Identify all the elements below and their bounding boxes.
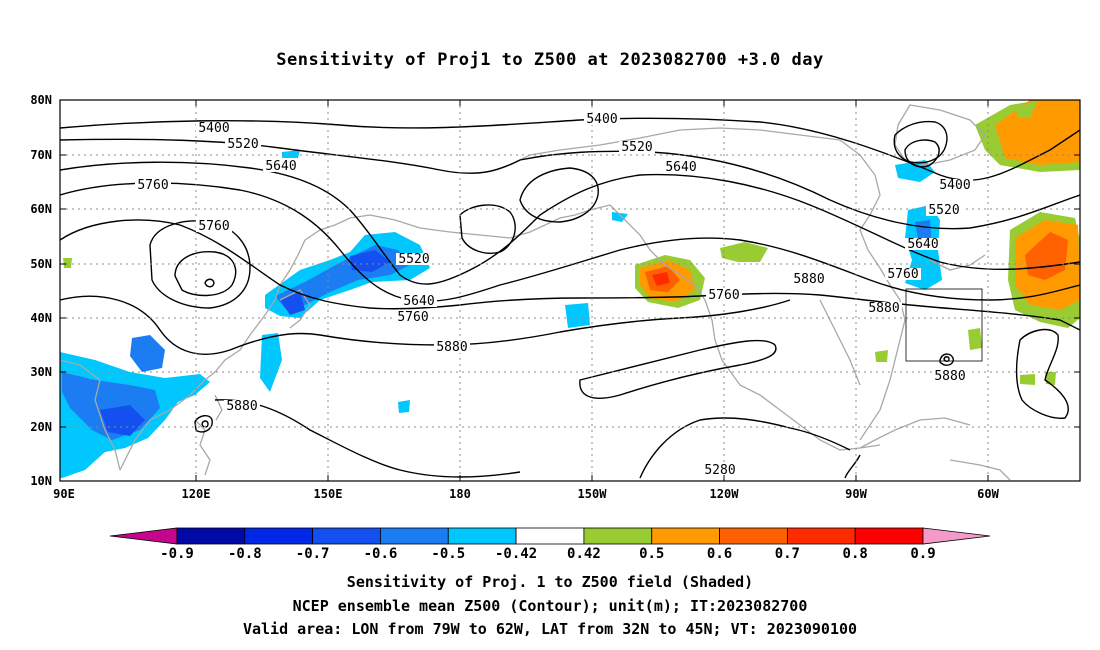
lat-tick-label: 70N [30,148,52,162]
contour-labels: 5400552056405760576054005520564055205640… [135,112,973,478]
lat-tick-label: 80N [30,93,52,107]
contour-label-bg [396,253,432,265]
lat-tick-label: 20N [30,420,52,434]
contour-label-bg [584,113,620,125]
colorbar-swatch [380,527,449,545]
contour-label: 5400 [939,178,970,193]
colorbar-swatch [651,527,720,545]
caption-line-1: Sensitivity of Proj. 1 to Z500 field (Sh… [346,573,754,591]
contour-label: 5760 [397,310,428,325]
contour-label: 5880 [226,399,257,414]
contour-label-bg [663,161,699,173]
coastlines [60,104,1011,481]
caption-line-3: Valid area: LON from 79W to 62W, LAT fro… [242,620,858,638]
contour-label-bg [224,400,260,412]
contour-label: 5280 [704,463,735,478]
contour-label-bg [619,141,655,153]
lat-tick-label: 30N [30,365,52,379]
contour-label-bg [905,238,941,250]
colorbar-label: 0.42 [567,546,601,562]
colorbar-label: -0.42 [495,546,537,562]
lon-tick-label: 90E [53,487,75,501]
colorbar-swatch [176,527,246,545]
colorbar-label: 0.9 [910,546,935,562]
valid-area-box [905,288,983,362]
colorbar-swatch [786,527,856,545]
contour-label: 5880 [793,272,824,287]
lon-tick-label: 120E [182,487,211,501]
contour-label-bg [196,220,232,232]
colorbar-label: 0.8 [843,546,868,562]
contour-label-bg [706,289,742,301]
contour-label: 5520 [928,203,959,218]
lon-tick-label: 150E [314,487,343,501]
contour-label-bg [926,204,962,216]
colorbar-label: -0.7 [296,546,330,562]
contour-label: 5760 [887,267,918,282]
contour-label-bg [196,122,232,134]
caption-line-2: NCEP ensemble mean Z500 (Contour); unit(… [292,597,808,615]
colorbar-arrow-high [922,527,991,545]
contour-label-bg [263,160,299,172]
contour-label: 5400 [586,112,617,127]
longitude-axis: 90E 120E 150E 180 150W 120W 90W 60W [53,100,1000,501]
map-title: Sensitivity of Proj1 to Z500 at 20230827… [276,50,824,70]
colorbar-swatch [515,527,585,545]
colorbar: -0.9 -0.8 -0.7 -0.6 -0.5 -0.42 0.42 0.5 0.6 0.7 0.… [109,527,991,562]
colorbar-swatch [854,527,924,545]
plot-frame [59,99,1081,482]
z500-contours [60,117,1080,479]
lon-tick-label: 120W [710,487,740,501]
contour-label: 5880 [868,301,899,316]
contour-label: 5760 [137,178,168,193]
contour-label: 5520 [227,137,258,152]
contour-label-bg [932,370,968,382]
contour-label: 5760 [198,219,229,234]
colorbar-label: 0.6 [707,546,732,562]
colorbar-swatch [583,527,653,545]
contour-label: 5520 [621,140,652,155]
contour-label-bg [395,311,431,323]
lon-tick-label: 180 [449,487,471,501]
contour-label: 5640 [907,237,938,252]
contour-label-bg [401,295,437,307]
contour-label-bg [434,341,470,353]
colorbar-label: -0.5 [431,546,465,562]
lon-tick-label: 150W [578,487,608,501]
contour-label: 5880 [436,340,467,355]
contour-label: 5520 [398,252,429,267]
colorbar-label: -0.6 [364,546,398,562]
contour-label-bg [866,302,902,314]
contour-label: 5640 [665,160,696,175]
lon-tick-label: 90W [845,487,867,501]
colorbar-swatch [447,527,517,545]
colorbar-label: -0.9 [160,546,194,562]
colorbar-label: 0.7 [775,546,800,562]
contour-label: 5640 [265,159,296,174]
contour-label-bg [937,179,973,191]
contour-label-bg [791,273,827,285]
contour-label: 5760 [708,288,739,303]
lat-tick-label: 50N [30,257,52,271]
lat-tick-label: 60N [30,202,52,216]
colorbar-swatch [312,527,381,545]
graticule [60,100,1080,481]
colorbar-label: -0.8 [228,546,262,562]
contour-label: 5640 [403,294,434,309]
lat-tick-label: 10N [30,474,52,488]
lon-tick-label: 60W [977,487,999,501]
colorbar-label: 0.5 [639,546,664,562]
contour-label: 5880 [934,369,965,384]
colorbar-arrow-low [109,527,178,545]
lat-tick-label: 40N [30,311,52,325]
contour-label-bg [135,179,171,191]
contour-label-bg [702,464,738,476]
latitude-axis: 10N 20N 30N 40N 50N 60N 70N 80N [30,93,1080,488]
colorbar-swatch [719,527,788,545]
contour-label: 5400 [198,121,229,136]
colorbar-swatch [244,527,314,545]
contour-label-bg [225,138,261,150]
contour-label-bg [885,268,921,280]
